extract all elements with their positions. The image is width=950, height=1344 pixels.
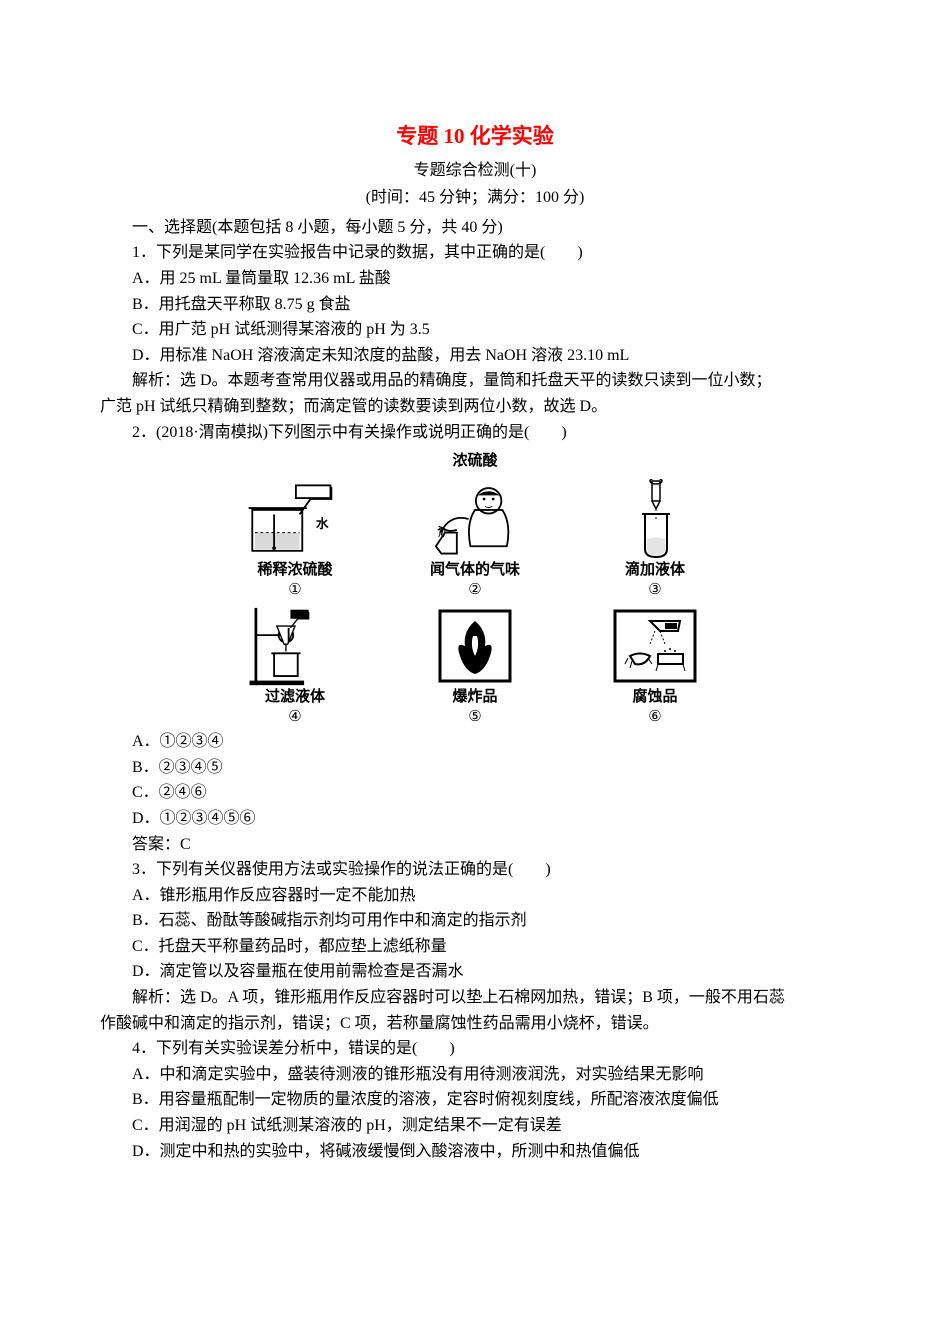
fig-6-num: ⑥ [648, 709, 661, 725]
q3-analysis: 解析：选 D。A 项，锥形瓶用作反应容器时可以垫上石棉网加热，错误；B 项，一般… [100, 985, 850, 1011]
fig-top-label: 浓硫酸 [100, 449, 850, 473]
q2-answer: 答案：C [100, 832, 850, 858]
q1-analysis-cont: 广范 pH 试纸只精确到整数；而滴定管的读数要读到两位小数，故选 D。 [100, 394, 850, 420]
filter-icon [245, 606, 345, 686]
fig-1-label: 稀释浓硫酸 [257, 562, 332, 578]
q2-opt-d: D．①②③④⑤⑥ [100, 806, 850, 832]
q1-stem: 1．下列是某同学在实验报告中记录的数据，其中正确的是( ) [100, 240, 850, 266]
fig-6: 腐蚀品 ⑥ [590, 606, 720, 727]
fig-5-caption: 爆炸品 ⑤ [452, 688, 497, 727]
corrosive-icon [605, 606, 705, 686]
q4-stem: 4．下列有关实验误差分析中，错误的是( ) [100, 1036, 850, 1062]
q1-opt-a: A．用 25 mL 量筒量取 12.36 mL 盐酸 [100, 266, 850, 292]
page-title: 专题 10 化学实验 [100, 120, 850, 154]
q4-opt-a: A．中和滴定实验中，盛装待测液的锥形瓶没有用待测液润洗，对实验结果无影响 [100, 1062, 850, 1088]
fig-2-label: 闻气体的气味 [430, 562, 520, 578]
subtitle: 专题综合检测(十) [100, 158, 850, 184]
fig-3-caption: 滴加液体 ③ [625, 561, 685, 600]
q1-analysis: 解析：选 D。本题考查常用仪器或用品的精确度，量筒和托盘天平的读数只读到一位小数… [100, 368, 850, 394]
fig-1-caption: 稀释浓硫酸 ① [257, 561, 332, 600]
fig-1: 水 稀释浓硫酸 ① [230, 479, 360, 600]
dilute-acid-icon: 水 [245, 479, 345, 559]
q1-opt-c: C．用广范 pH 试纸测得某溶液的 pH 为 3.5 [100, 317, 850, 343]
q3-analysis-cont: 作酸碱中和滴定的指示剂，错误；C 项，若称量腐蚀性药品需用小烧杯，错误。 [100, 1011, 850, 1037]
figure-row-2: 过滤液体 ④ 爆炸品 ⑤ [100, 606, 850, 727]
q3-opt-b: B．石蕊、酚酞等酸碱指示剂均可用作中和滴定的指示剂 [100, 908, 850, 934]
fig-4: 过滤液体 ④ [230, 606, 360, 727]
q2-stem: 2．(2018·渭南模拟)下列图示中有关操作或说明正确的是( ) [100, 420, 850, 446]
fig-5-num: ⑤ [468, 709, 481, 725]
fig-3-label: 滴加液体 [625, 562, 685, 578]
q4-opt-c: C．用润湿的 pH 试纸测某溶液的 pH，测定结果不一定有误差 [100, 1113, 850, 1139]
q2-opt-a: A．①②③④ [100, 729, 850, 755]
q3-opt-a: A．锥形瓶用作反应容器时一定不能加热 [100, 883, 850, 909]
q2-opt-b: B．②③④⑤ [100, 755, 850, 781]
q3-opt-c: C．托盘天平称量药品时，都应垫上滤纸称量 [100, 934, 850, 960]
fig-4-label: 过滤液体 [265, 689, 325, 705]
fig-2-num: ② [468, 582, 481, 598]
figure-row-1: 水 稀释浓硫酸 ① 闻气体的气味 ② [100, 479, 850, 600]
fig-3: 滴加液体 ③ [590, 479, 720, 600]
section-heading: 一、选择题(本题包括 8 小题，每小题 5 分，共 40 分) [100, 215, 850, 241]
fig-4-caption: 过滤液体 ④ [265, 688, 325, 727]
fig-6-caption: 腐蚀品 ⑥ [632, 688, 677, 727]
fig-4-num: ④ [288, 709, 301, 725]
q1-opt-d: D．用标准 NaOH 溶液滴定未知浓度的盐酸，用去 NaOH 溶液 23.10 … [100, 343, 850, 369]
add-liquid-icon [605, 479, 705, 559]
fig-2-caption: 闻气体的气味 ② [430, 561, 520, 600]
fig-6-label: 腐蚀品 [632, 689, 677, 705]
smell-gas-icon [425, 479, 525, 559]
fig-3-num: ③ [648, 582, 661, 598]
q4-opt-d: D．测定中和热的实验中，将碱液缓慢倒入酸溶液中，所测中和热值偏低 [100, 1139, 850, 1165]
q3-stem: 3．下列有关仪器使用方法或实验操作的说法正确的是( ) [100, 857, 850, 883]
q3-opt-d: D．滴定管以及容量瓶在使用前需检查是否漏水 [100, 959, 850, 985]
fig-2: 闻气体的气味 ② [410, 479, 540, 600]
q2-opt-c: C．②④⑥ [100, 780, 850, 806]
fig-5: 爆炸品 ⑤ [410, 606, 540, 727]
fig-5-label: 爆炸品 [452, 689, 497, 705]
explosive-icon [425, 606, 525, 686]
q4-opt-b: B．用容量瓶配制一定物质的量浓度的溶液，定容时俯视刻度线，所配溶液浓度偏低 [100, 1087, 850, 1113]
svg-text:水: 水 [316, 516, 329, 531]
fig-1-num: ① [288, 582, 301, 598]
time-info: (时间：45 分钟；满分：100 分) [100, 185, 850, 211]
q1-opt-b: B．用托盘天平称取 8.75 g 食盐 [100, 292, 850, 318]
